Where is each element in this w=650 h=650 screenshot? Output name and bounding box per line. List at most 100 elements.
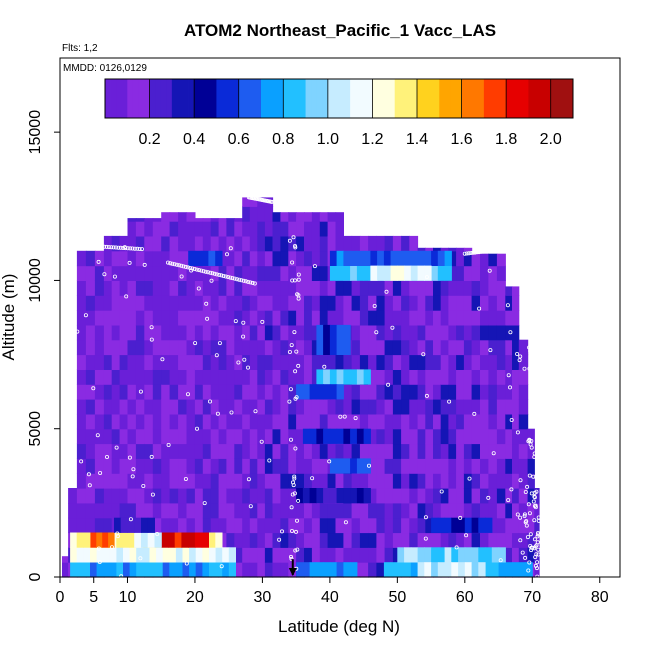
track-point [536, 515, 541, 520]
heat-cell [234, 413, 243, 430]
heat-cell [161, 369, 171, 385]
track-point [228, 246, 233, 251]
track-point [464, 251, 469, 256]
colorbar-segment [350, 79, 357, 118]
colorbar-segment [116, 79, 123, 118]
heat-cell [234, 369, 243, 385]
heat-cell [161, 384, 171, 400]
heat-cell [226, 428, 235, 445]
heat-feature-cell [343, 488, 351, 504]
heat-cell [257, 369, 266, 385]
heat-cell [425, 532, 434, 548]
track-point [76, 243, 81, 248]
colorbar-segment [132, 79, 139, 118]
heat-feature-cell [343, 458, 351, 474]
heat-cell [368, 310, 377, 326]
heat-feature-cell [410, 547, 419, 563]
heat-cell [280, 473, 289, 489]
heat-cell [135, 384, 145, 400]
heat-cell [161, 235, 171, 252]
heat-cell [409, 280, 419, 296]
heat-cell [471, 502, 481, 519]
heat-cell [135, 488, 145, 504]
heat-cell [456, 473, 465, 489]
heat-cell [480, 310, 489, 326]
heat-cell [480, 413, 489, 430]
heat-cell [186, 235, 196, 252]
heat-cell [463, 384, 473, 400]
heat-cell [471, 339, 481, 356]
heat-cell [76, 250, 87, 267]
heat-cell [226, 295, 235, 311]
heat-feature-cell [181, 532, 189, 548]
track-point [518, 538, 523, 543]
track-point [110, 545, 115, 550]
track-point [179, 274, 184, 279]
heat-cell [234, 250, 243, 267]
track-point [466, 251, 471, 256]
heat-cell [85, 265, 96, 281]
track-point [467, 476, 472, 481]
heat-cell [272, 488, 281, 504]
heat-cell [392, 369, 402, 385]
heat-cell [169, 310, 179, 326]
track-point [166, 442, 171, 447]
heat-cell [471, 473, 481, 489]
track-point [534, 489, 539, 494]
heat-cell [103, 413, 113, 430]
heat-cell [512, 384, 520, 400]
heat-cell [226, 354, 235, 370]
heat-cell [335, 413, 344, 430]
heat-cell [463, 324, 473, 341]
heat-cell [401, 473, 410, 489]
heat-cell [496, 532, 506, 548]
heat-cell [178, 265, 188, 281]
heat-cell [111, 295, 121, 311]
heat-cell [433, 280, 442, 296]
heat-cell [384, 310, 394, 326]
heat-cell [463, 473, 473, 489]
heat-cell [119, 339, 129, 356]
track-point [127, 260, 132, 265]
heat-cell [76, 280, 87, 296]
heat-feature-cell [188, 250, 196, 266]
heat-cell [272, 517, 281, 534]
heat-cell [376, 502, 386, 519]
track-point [507, 385, 512, 390]
track-point [149, 454, 154, 459]
heat-feature-cell [182, 547, 190, 563]
heat-cell [94, 458, 105, 474]
heat-cell [111, 488, 121, 504]
colorbar-segment [238, 79, 245, 118]
track-point [487, 248, 492, 253]
heat-feature-cell [343, 428, 351, 444]
heat-feature-cell [336, 324, 344, 355]
heat-cell [448, 280, 457, 296]
heat-cell [85, 250, 96, 267]
heat-cell [335, 235, 344, 252]
heat-feature-cell [103, 562, 111, 578]
y-tick-label: 0 [27, 572, 44, 581]
heat-cell [144, 218, 154, 222]
heat-cell [186, 339, 196, 356]
heat-cell [288, 310, 297, 326]
heat-cell [280, 428, 289, 445]
heat-cell [512, 310, 520, 326]
track-point [532, 495, 537, 500]
heat-cell [242, 369, 251, 385]
track-point [532, 494, 537, 499]
heat-cell [242, 413, 251, 430]
heat-feature-cell [377, 265, 385, 281]
heat-cell [135, 428, 145, 445]
track-point [290, 492, 295, 497]
heat-cell [103, 473, 113, 489]
heat-cell [218, 354, 228, 370]
heat-feature-cell [410, 562, 419, 578]
track-point [483, 249, 488, 254]
x-tick-label: 0 [56, 589, 65, 606]
heat-feature-cell [329, 369, 338, 385]
heat-cell [471, 488, 481, 504]
heat-cell [264, 221, 274, 237]
heat-cell [127, 428, 137, 445]
heat-cell [384, 502, 394, 519]
